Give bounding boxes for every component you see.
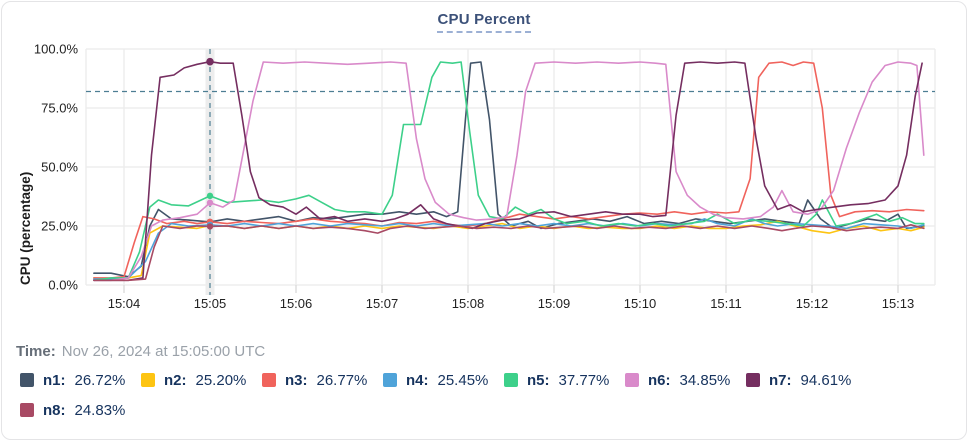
svg-text:15:05: 15:05 [194, 296, 227, 311]
cursor-dot-n5 [206, 192, 214, 200]
series-lines [93, 60, 925, 282]
legend-name-n7: n7: [769, 371, 792, 389]
svg-text:15:08: 15:08 [452, 296, 485, 311]
svg-text:15:07: 15:07 [366, 296, 399, 311]
chart-title-wrap: CPU Percent [2, 11, 966, 33]
legend-value-n8: 24.83% [74, 401, 126, 419]
legend-swatch-n3 [262, 373, 276, 387]
x-axis-labels: 15:04 15:05 15:06 15:07 15:08 15:09 15:10 15:11… [108, 296, 915, 311]
legend-value-n5: 37.77% [558, 371, 610, 389]
svg-text:15:04: 15:04 [108, 296, 141, 311]
cursor-band [205, 49, 215, 295]
svg-text:15:10: 15:10 [624, 296, 657, 311]
series-line-n5 [93, 61, 925, 282]
legend-name-n5: n5: [527, 371, 550, 389]
legend-value-n6: 34.85% [679, 371, 731, 389]
time-row: Time: Nov 26, 2024 at 15:05:00 UTC [16, 343, 265, 360]
legend-item-n2: n2: 25.20% [141, 371, 246, 389]
series-line-n2 [93, 220, 925, 280]
legend-name-n2: n2: [164, 371, 187, 389]
legend-swatch-n5 [504, 373, 518, 387]
legend-swatch-n1 [20, 373, 34, 387]
legend-item-n6: n6: 34.85% [625, 371, 730, 389]
svg-text:0.0%: 0.0% [48, 278, 78, 293]
cpu-percent-line-chart[interactable]: 0.0% 25.0% 50.0% 75.0% 100.0% 15:04 15:05 15:06… [2, 2, 967, 324]
svg-text:100.0%: 100.0% [34, 42, 79, 57]
svg-text:15:06: 15:06 [280, 296, 313, 311]
legend-value-n7: 94.61% [800, 371, 852, 389]
legend-name-n4: n4: [406, 371, 429, 389]
legend-item-n3: n3: 26.77% [262, 371, 367, 389]
time-row-label: Time: [16, 343, 56, 360]
svg-text:50.0%: 50.0% [41, 160, 78, 175]
legend-swatch-n7 [746, 373, 760, 387]
legend-item-n7: n7: 94.61% [746, 371, 851, 389]
series-line-n3 [93, 61, 925, 279]
legend-item-n4: n4: 25.45% [383, 371, 488, 389]
svg-text:25.0%: 25.0% [41, 219, 78, 234]
svg-text:15:13: 15:13 [882, 296, 915, 311]
legend-name-n8: n8: [43, 401, 66, 419]
time-row-value: Nov 26, 2024 at 15:05:00 UTC [61, 343, 266, 360]
svg-text:15:11: 15:11 [710, 296, 742, 311]
chart-title[interactable]: CPU Percent [437, 11, 531, 33]
legend-swatch-n4 [383, 373, 397, 387]
series-line-n1 [93, 61, 925, 278]
y-axis-title: CPU (percentage) [18, 171, 33, 285]
legend-name-n3: n3: [285, 371, 308, 389]
svg-text:15:09: 15:09 [538, 296, 571, 311]
legend-swatch-n2 [141, 373, 155, 387]
legend-item-n5: n5: 37.77% [504, 371, 609, 389]
series-line-n8 [93, 224, 925, 282]
legend-value-n2: 25.20% [195, 371, 247, 389]
svg-text:15:12: 15:12 [796, 296, 829, 311]
legend-swatch-n8 [20, 403, 34, 417]
legend-value-n3: 26.77% [316, 371, 368, 389]
legend-value-n1: 26.72% [74, 371, 126, 389]
series-line-n7 [93, 60, 923, 282]
legend-item-n1: n1: 26.72% [20, 371, 125, 389]
legend-swatch-n6 [625, 373, 639, 387]
svg-text:75.0%: 75.0% [41, 101, 78, 116]
legend-name-n6: n6: [648, 371, 671, 389]
series-line-n6 [93, 61, 925, 282]
cursor-dot-n6 [206, 199, 214, 206]
cursor-dot-n7 [206, 57, 214, 66]
cursor-dots [206, 57, 214, 230]
cursor-dot-n8 [206, 223, 214, 230]
legend-item-n8: n8: 24.83% [20, 401, 125, 419]
y-axis-labels: 0.0% 25.0% 50.0% 75.0% 100.0% [34, 42, 79, 293]
legend-name-n1: n1: [43, 371, 66, 389]
legend-value-n4: 25.45% [437, 371, 489, 389]
